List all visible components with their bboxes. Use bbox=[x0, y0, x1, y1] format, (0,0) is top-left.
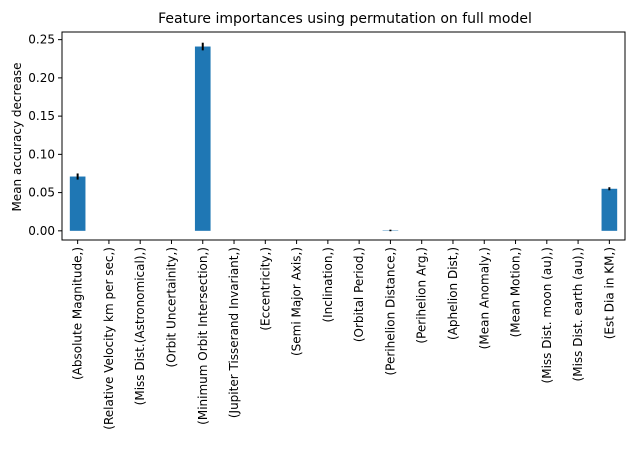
x-tick-label-0: (Absolute Magnitude,) bbox=[71, 247, 85, 380]
y-tick-label-1: 0.05 bbox=[28, 186, 55, 200]
x-tick-label-6: (Eccentricity,) bbox=[258, 247, 272, 331]
x-tick-label-16: (Miss Dist. earth (au),) bbox=[571, 247, 585, 381]
x-tick-label-3: (Orbit Uncertainity,) bbox=[164, 247, 178, 367]
y-axis-label: Mean accuracy decrease bbox=[10, 62, 24, 211]
x-tick-label-2: (Miss Dist.(Astronomical),) bbox=[133, 247, 147, 405]
x-tick-label-13: (Mean Anomaly,) bbox=[477, 247, 491, 349]
y-tick-label-4: 0.20 bbox=[28, 71, 55, 85]
x-tick-label-4: (Minimum Orbit Intersection,) bbox=[196, 247, 210, 425]
y-tick-label-3: 0.15 bbox=[28, 109, 55, 123]
x-tick-label-5: (Jupiter Tisserand Invariant,) bbox=[227, 247, 241, 418]
x-tick-label-10: (Perihelion Distance,) bbox=[383, 247, 397, 376]
x-tick-label-15: (Miss Dist. moon (au),) bbox=[540, 247, 554, 383]
x-tick-label-12: (Aphelion Dist,) bbox=[446, 247, 460, 340]
x-tick-label-9: (Orbital Period,) bbox=[352, 247, 366, 342]
plot-area: 0.00 0.05 0.10 0.15 0.20 0.25 (Absolute Magnit… bbox=[28, 31, 626, 430]
bar-0 bbox=[69, 176, 86, 231]
y-tick-label-0: 0.00 bbox=[28, 224, 55, 238]
plot-frame bbox=[61, 31, 626, 241]
x-tick-label-11: (Perihelion Arg,) bbox=[415, 247, 429, 344]
x-tick-label-1: (Relative Velocity km per sec,) bbox=[102, 247, 116, 430]
x-tick-label-14: (Mean Motion,) bbox=[509, 247, 523, 337]
x-tick-label-8: (Inclination,) bbox=[321, 247, 335, 323]
bar-4 bbox=[194, 46, 211, 231]
x-tick-label-17: (Est Dia in KM,) bbox=[602, 247, 616, 339]
bar-17 bbox=[601, 188, 618, 231]
y-tick-label-2: 0.10 bbox=[28, 147, 55, 161]
chart-title: Feature importances using permutation on… bbox=[158, 11, 532, 27]
y-tick-label-5: 0.25 bbox=[28, 33, 55, 47]
x-tick-label-7: (Semi Major Axis,) bbox=[290, 247, 304, 356]
